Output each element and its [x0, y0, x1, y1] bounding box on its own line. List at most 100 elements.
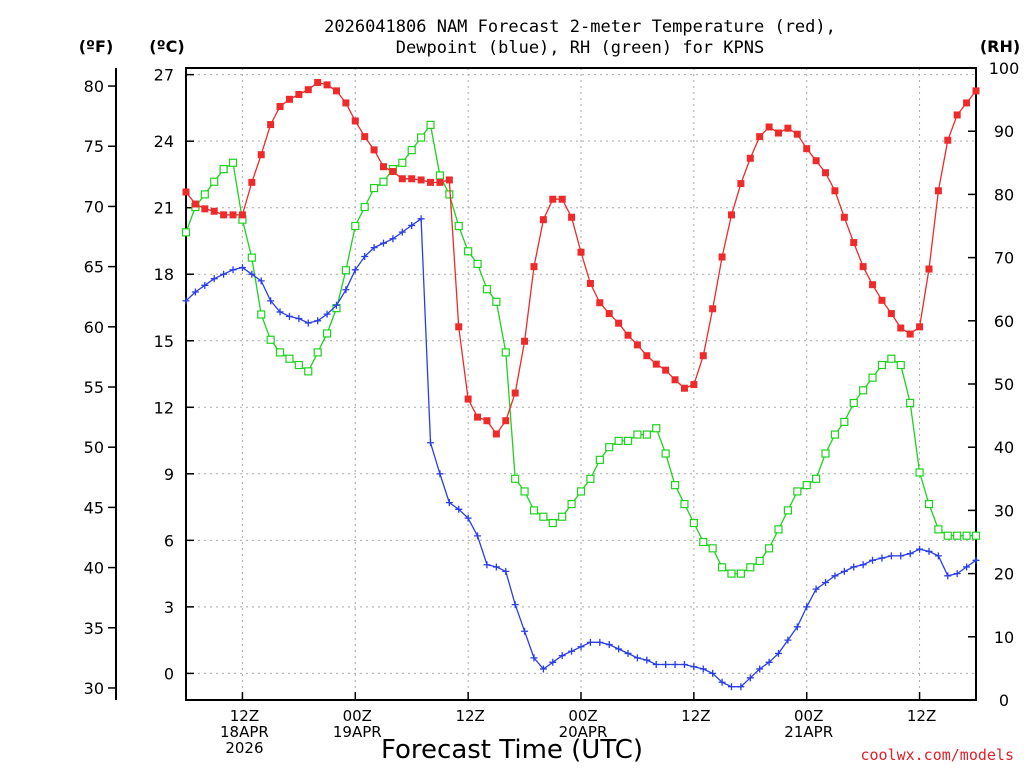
dewpoint-point [944, 572, 952, 580]
temperature-point [436, 178, 444, 186]
dewpoint-point [615, 645, 623, 653]
dewpoint-point [182, 297, 190, 305]
rh-point [219, 165, 228, 174]
rh-point [181, 228, 191, 237]
rh-tick-label: 100 [989, 59, 1020, 78]
rh-point [868, 373, 877, 382]
rh-point [407, 146, 416, 155]
temperature-point [361, 133, 369, 141]
temperature-point [568, 213, 576, 221]
temperature-point [944, 136, 952, 144]
rh-point [699, 537, 708, 547]
rh-point [830, 430, 840, 439]
temperature-point [521, 337, 529, 345]
rh-point [605, 443, 614, 452]
dewpoint-point [727, 683, 735, 691]
dewpoint-point [605, 641, 613, 649]
dewpoint-point [897, 552, 905, 560]
dewpoint-point [295, 315, 303, 323]
rh-point [247, 253, 256, 262]
temperature-point [850, 239, 858, 247]
rh-point [943, 531, 952, 540]
dewpoint-point [746, 674, 754, 682]
temperature-point [775, 129, 782, 137]
temperature-point [577, 248, 585, 256]
rh-tick-label: 90 [994, 122, 1014, 141]
temperature-point [869, 281, 877, 289]
fahrenheit-tick-label: 55 [84, 378, 104, 397]
temperature-point [267, 121, 275, 129]
temperature-point [492, 430, 500, 438]
rh-point [652, 424, 661, 433]
dewpoint-point [765, 658, 773, 666]
dewpoint-point [539, 665, 547, 673]
rh-point [228, 158, 238, 167]
temperature-point [220, 211, 228, 219]
dewpoint-point [210, 275, 218, 283]
fahrenheit-tick-label: 60 [84, 318, 104, 337]
dewpoint-point [690, 663, 698, 671]
fahrenheit-tick-label: 40 [84, 559, 104, 578]
celsius-tick-label: 15 [154, 332, 174, 351]
temperature-point [840, 213, 848, 221]
dewpoint-point [756, 665, 764, 673]
celsius-tick-label: 3 [164, 598, 174, 617]
temperature-point [389, 168, 397, 176]
dewpoint-point [342, 286, 350, 294]
temperature-point [718, 253, 726, 261]
celsius-tick-label: 18 [154, 265, 174, 284]
dewpoint-point [229, 266, 237, 274]
dewpoint-point [530, 654, 538, 662]
temperature-point [615, 319, 623, 327]
temperature-point [709, 305, 717, 313]
temperature-point [351, 117, 359, 125]
temperature-point [784, 124, 792, 132]
temperature-point [605, 310, 613, 318]
rh-point [924, 499, 934, 509]
rh-point [294, 360, 303, 370]
dewpoint-point [398, 228, 406, 236]
fahrenheit-tick-label: 65 [84, 258, 104, 277]
dewpoint-point [822, 578, 830, 586]
dewpoint-point [840, 567, 848, 575]
dewpoint-point [502, 567, 510, 575]
rh-point [360, 202, 369, 212]
temperature-point [332, 87, 340, 95]
rh-point [567, 499, 576, 509]
temperature-point [191, 200, 199, 208]
dewpoint-point [652, 661, 660, 669]
temperature-point [737, 180, 745, 188]
temperature-point [897, 324, 905, 332]
rh-point [341, 266, 350, 275]
celsius-tick-label: 0 [164, 664, 174, 683]
credit-link[interactable]: coolwx.com/models [860, 746, 1014, 764]
rh-point [623, 436, 633, 445]
x-tick-label: 12Z [455, 707, 484, 725]
temperature-point [380, 163, 387, 171]
rh-point [369, 183, 379, 193]
rh-tick-label: 50 [994, 375, 1014, 394]
rh-point [934, 525, 943, 534]
temperature-point [276, 103, 284, 111]
dewpoint-point [586, 638, 594, 646]
dewpoint-point [521, 627, 529, 635]
rh-point [689, 518, 698, 528]
temperature-point [238, 211, 246, 219]
dewpoint-point [361, 252, 369, 260]
rh-point [304, 367, 313, 376]
celsius-tick-label: 24 [154, 132, 174, 151]
rh-point [953, 531, 962, 540]
dewpoint-point [680, 661, 688, 669]
fahrenheit-tick-label: 70 [84, 197, 104, 216]
dewpoint-point [916, 545, 924, 553]
rh-point [558, 512, 567, 521]
temperature-point [699, 352, 707, 360]
temperature-point [549, 195, 557, 203]
rh-point [492, 297, 501, 306]
rh-point [887, 354, 896, 363]
x-tick-label: 00Z [568, 707, 597, 725]
temperature-point [229, 211, 237, 219]
rh-point [746, 563, 755, 572]
rh-point [971, 531, 981, 540]
dewpoint-point [803, 603, 811, 611]
